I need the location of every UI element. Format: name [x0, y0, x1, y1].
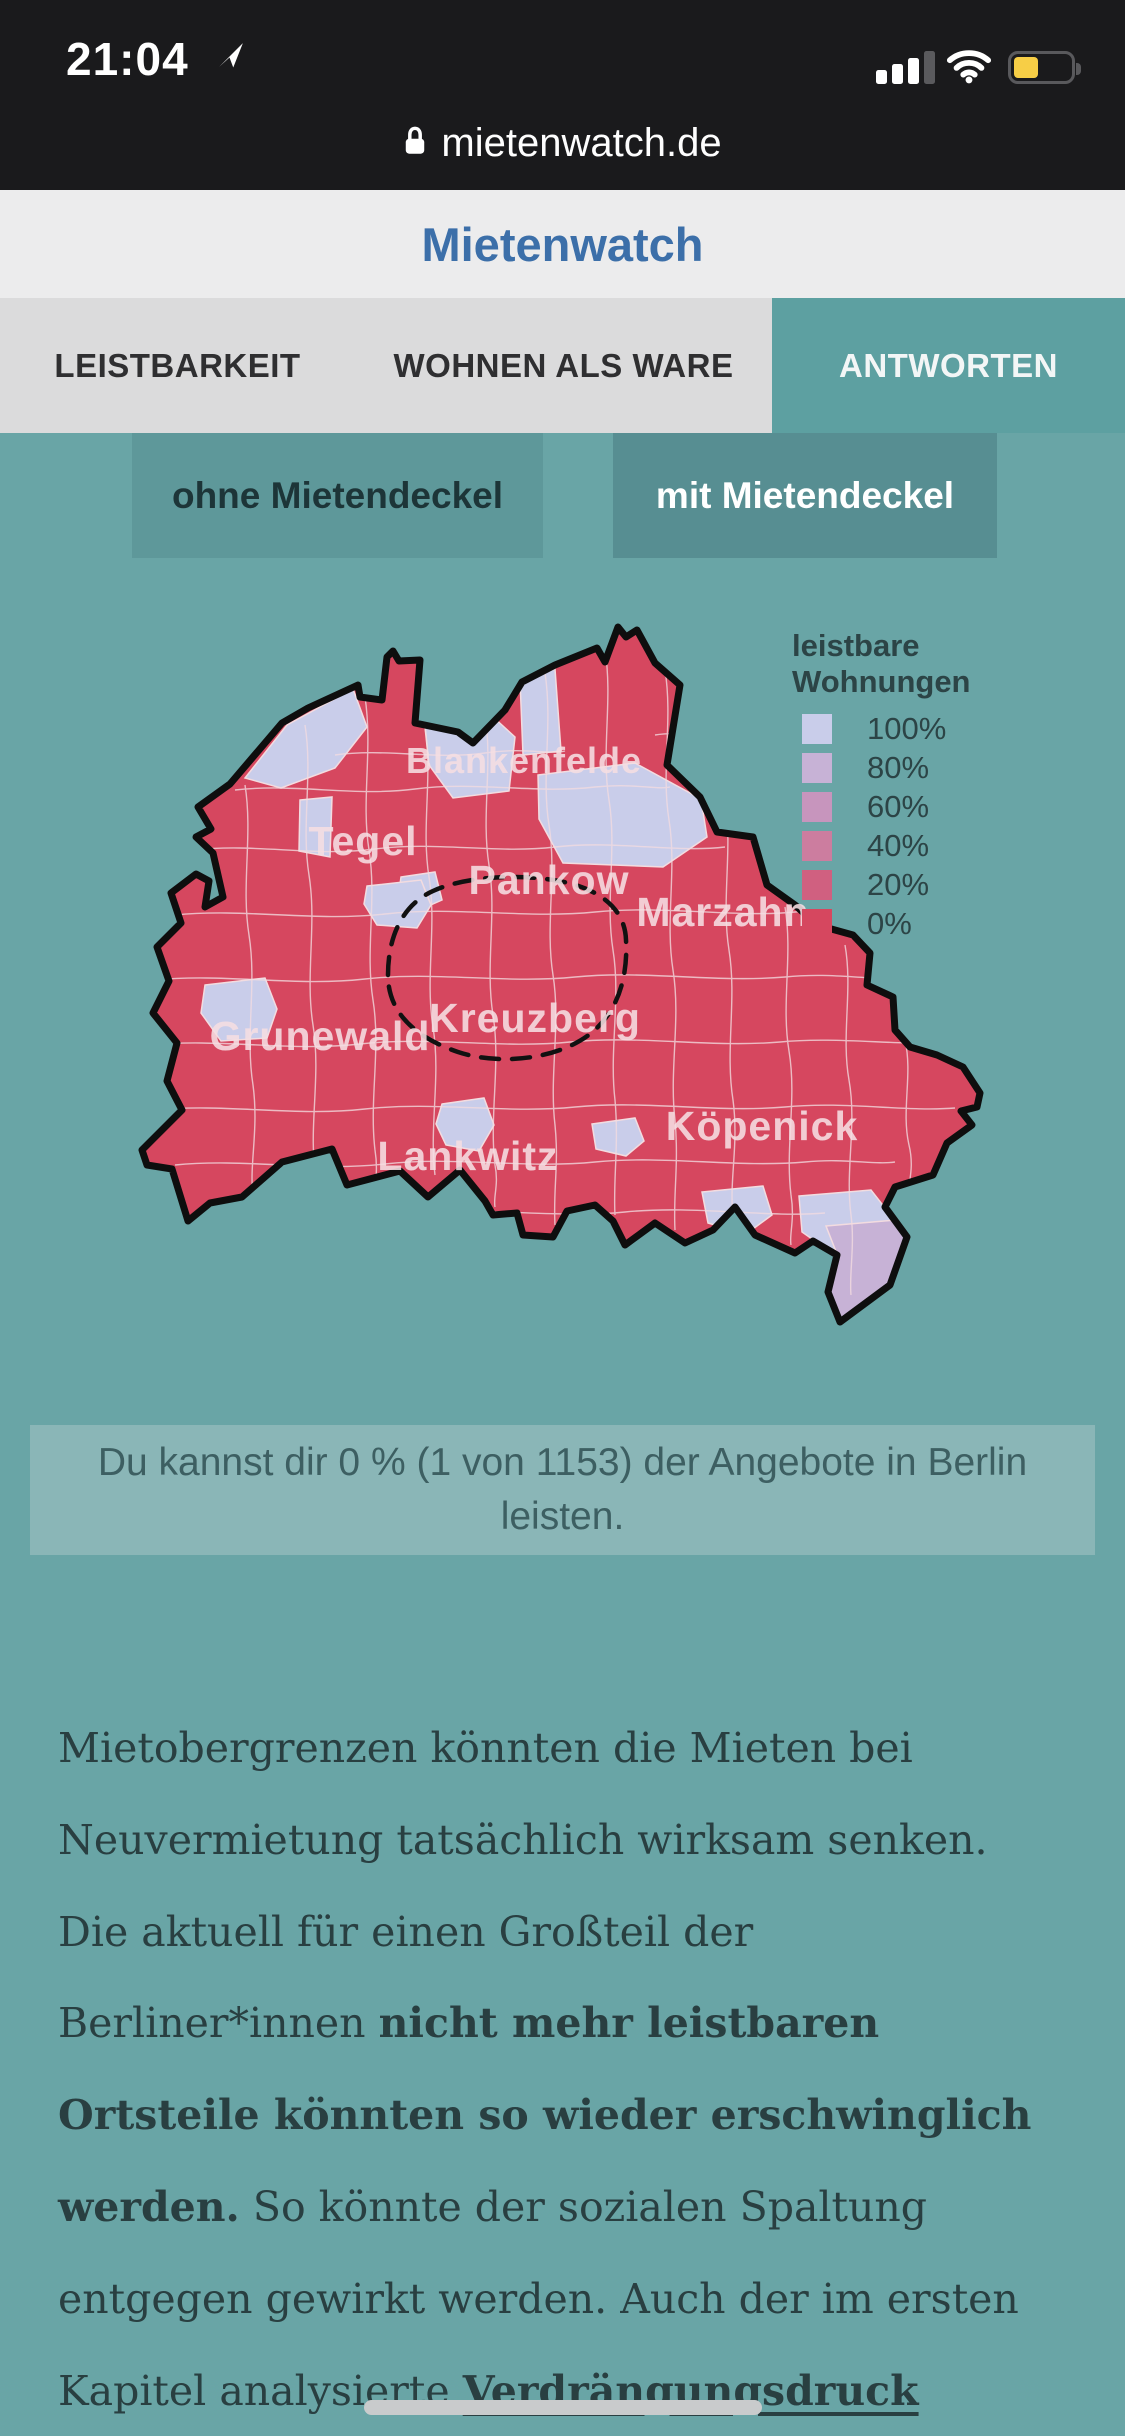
cellular-signal-icon: [876, 48, 938, 86]
district-borders: [149, 649, 966, 1296]
tab-leistbarkeit[interactable]: LEISTBARKEIT: [54, 346, 301, 384]
article-text: So könnte der sozialen Spaltung entgegen…: [58, 2183, 1019, 2415]
legend-rows: 100% 80% 60% 40% 20% 0%: [792, 711, 1092, 941]
legend-swatch: [802, 714, 832, 744]
site-header: Mietenwatch: [0, 190, 1125, 298]
legend-label: 40%: [867, 828, 930, 863]
legend-label: 20%: [867, 867, 930, 902]
legend-label: 80%: [867, 750, 930, 785]
legend-swatch: [802, 870, 832, 900]
map-label-pankow: Pankow: [469, 857, 630, 903]
legend-row: 40%: [792, 828, 1092, 863]
city-boundary: [138, 623, 984, 1326]
legend-row: 100%: [792, 711, 1092, 746]
home-indicator[interactable]: [363, 2400, 762, 2415]
legend-label: 0%: [867, 906, 912, 941]
tab-wohnen-als-ware[interactable]: WOHNEN ALS WARE: [393, 346, 734, 384]
legend-swatch: [802, 792, 832, 822]
legend-row: 80%: [792, 750, 1092, 785]
lock-icon: [403, 126, 427, 161]
map-label-marzahn: Marzahn: [636, 889, 809, 935]
status-bar: 21:04 mietenwatch.de: [0, 0, 1125, 190]
legend-title: leistbare Wohnungen: [792, 628, 971, 699]
address-bar[interactable]: mietenwatch.de: [0, 108, 1125, 178]
clock: 21:04: [66, 33, 189, 85]
map-label-tegel: Tegel: [308, 818, 417, 864]
battery-level: [1014, 57, 1038, 78]
article-text: Mietobergrenzen könnten die Mieten bei N…: [58, 1724, 988, 2048]
affordability-result-box: Du kannst dir 0 % (1 von 1153) der Angeb…: [30, 1425, 1095, 1555]
toggle-mit-mietendeckel[interactable]: mit Mietendeckel: [613, 433, 997, 558]
map-legend: leistbare Wohnungen 100% 80% 60% 40% 20% 0%: [792, 628, 1092, 948]
sbahn-ring-dashed-line: [385, 874, 629, 1062]
affordability-result-text: Du kannst dir 0 % (1 von 1153) der Angeb…: [97, 1441, 1028, 1538]
article-paragraph: Mietobergrenzen könnten die Mieten bei N…: [0, 1703, 1125, 2436]
legend-label: 100%: [867, 711, 947, 746]
toggle-ohne-mietendeckel[interactable]: ohne Mietendeckel: [132, 433, 543, 558]
map-label-kreuzberg: Kreuzberg: [429, 995, 641, 1041]
legend-swatch: [802, 753, 832, 783]
wifi-icon: [946, 47, 992, 90]
legend-swatch: [802, 831, 832, 861]
legend-swatch: [802, 909, 832, 939]
url-text: mietenwatch.de: [441, 120, 722, 165]
main-nav: LEISTBARKEIT WOHNEN ALS WARE ANTWORTEN: [0, 298, 1125, 433]
map-label-lankwitz: Lankwitz: [377, 1133, 558, 1179]
legend-row: 60%: [792, 789, 1092, 824]
map-label-blankenfelde: Blankenfelde: [406, 740, 642, 781]
battery-icon: [1008, 51, 1081, 84]
tab-antworten[interactable]: ANTWORTEN: [772, 298, 1125, 433]
city-area: [142, 627, 980, 1322]
location-arrow-icon: [216, 40, 246, 75]
legend-row: 20%: [792, 867, 1092, 902]
map-label-koepenick: Köpenick: [666, 1103, 859, 1149]
page-title: Mietenwatch: [421, 217, 704, 271]
legend-label: 60%: [867, 789, 930, 824]
map-label-grunewald: Grunewald: [210, 1013, 431, 1059]
legend-row: 0%: [792, 906, 1092, 941]
berlin-map[interactable]: Blankenfelde Tegel Pankow Marzahn Kreuzb…: [95, 585, 1065, 1365]
article-text: nicht mehr leistbaren Ortsteile könnten …: [58, 1999, 1032, 2232]
